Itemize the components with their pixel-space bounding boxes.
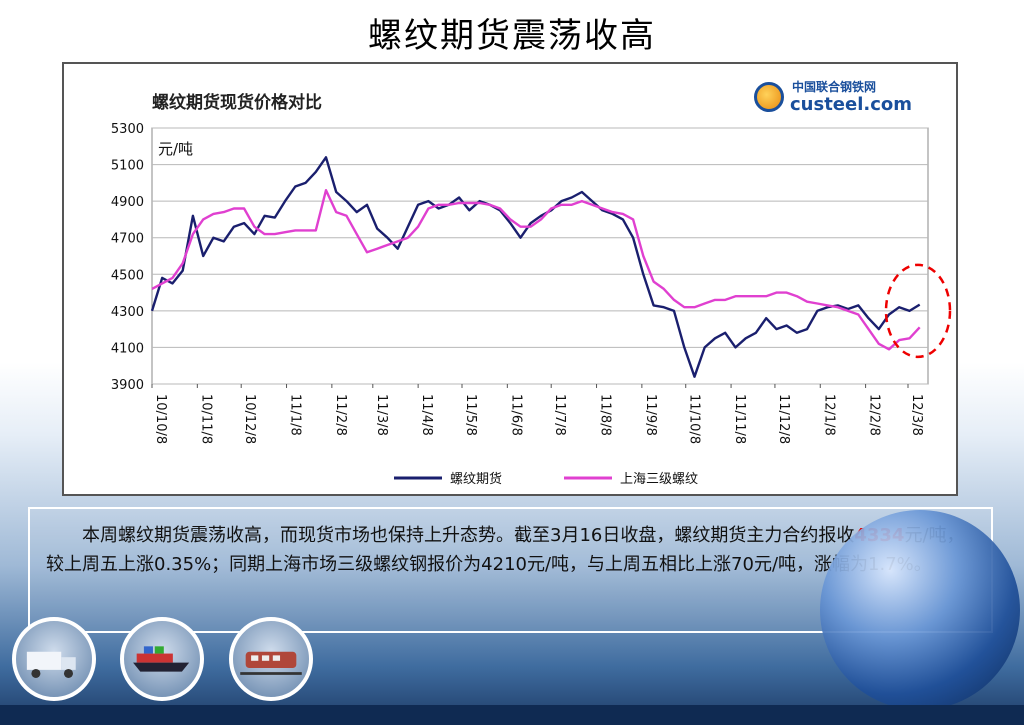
ship-icon [120,617,204,701]
x-tick-label: 11/4/8 [419,394,434,436]
y-tick-label: 4300 [111,305,144,320]
price-chart: 5300 5100 4900 4700 4500 4300 4100 3900 元/吨 10/10… [111,122,952,487]
x-tick-label: 10/11/8 [198,394,213,444]
summary-part1: 本周螺纹期货震荡收高，而现货市场也保持上升态势。截至3月16日收盘，螺纹期货主力… [82,525,855,546]
y-tick-label: 4700 [111,232,144,247]
x-tick-label: 11/3/8 [374,394,389,436]
chart-title: 螺纹期货现货价格对比 [152,93,322,113]
y-tick-label: 5100 [111,159,144,174]
x-tick-label: 11/5/8 [463,394,478,436]
slide-title: 螺纹期货震荡收高 [368,16,656,56]
x-tick-label: 10/10/8 [153,394,168,444]
plot-area [151,127,929,385]
legend-label-0: 螺纹期货 [450,471,502,487]
x-tick-label: 11/1/8 [288,394,303,436]
x-tick-label: 11/6/8 [508,394,523,436]
legend-label-1: 上海三级螺纹 [620,472,698,487]
y-tick-label: 4900 [111,195,144,210]
custeel-logo: 中国联合钢铁网 custeel.com [754,78,934,118]
logo-cn-text: 中国联合钢铁网 [792,80,877,94]
highlight-circle [884,263,952,359]
x-tick-label: 11/2/8 [333,394,348,436]
x-tick-label: 10/12/8 [242,394,257,444]
series-line-0 [150,156,921,378]
footer-bar [0,705,1024,725]
globe-icon [820,510,1020,710]
chart-panel: 螺纹期货现货价格对比 中国联合钢铁网 custeel.com 5300 5100 4… [62,62,958,496]
x-tick-label: 12/3/8 [909,394,924,436]
series-line-1 [151,188,921,351]
train-icon [229,617,313,701]
x-tick-label: 11/7/8 [552,394,567,436]
x-tick-label: 11/9/8 [643,394,658,436]
y-axis-unit: 元/吨 [158,140,193,158]
y-tick-label: 4500 [111,268,144,283]
x-tick-label: 11/11/8 [732,394,747,444]
x-tick-label: 11/10/8 [687,394,702,444]
x-tick-label: 12/1/8 [821,394,836,436]
logo-mark-icon [754,82,784,112]
y-tick-label: 3900 [111,378,144,393]
y-tick-label: 5300 [111,122,144,137]
y-tick-label: 4100 [111,341,144,356]
logo-en-text: custeel.com [790,94,913,115]
x-tick-label: 12/2/8 [867,394,882,436]
truck-icon [12,617,96,701]
x-tick-label: 11/12/8 [776,394,791,444]
x-tick-label: 11/8/8 [598,394,613,436]
